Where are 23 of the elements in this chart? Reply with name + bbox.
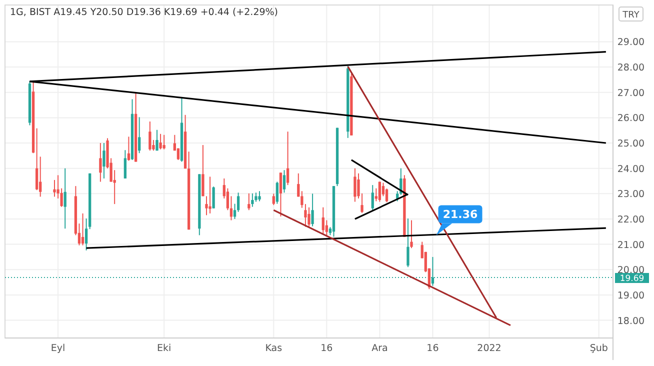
y-axis-title: TRY xyxy=(622,10,640,20)
y-tick-label: 18.00 xyxy=(617,316,645,327)
y-tick-label: 21.00 xyxy=(617,240,645,251)
annotation: 21.36 xyxy=(442,208,478,222)
x-tick-label: Şub xyxy=(590,343,608,354)
y-tick-label: 25.00 xyxy=(617,138,645,150)
x-tick-label: Eki xyxy=(156,343,172,354)
y-tick-label: 26.00 xyxy=(617,113,645,124)
x-tick-label: 16 xyxy=(320,343,333,354)
ref-line-label: 19.69 xyxy=(620,274,644,284)
y-tick-label: 24.00 xyxy=(617,164,645,175)
y-tick-label: 28.00 xyxy=(617,62,645,74)
y-tick-label: 29.00 xyxy=(617,37,645,48)
x-tick-label: Kas xyxy=(265,343,282,354)
x-tick-label: 16 xyxy=(426,343,439,354)
chart-title: 1G, BIST A19.45 Y20.50 D19.36 K19.69 +0.44 (+2.29%) xyxy=(10,7,278,18)
y-tick-label: 27.00 xyxy=(617,88,645,99)
y-tick-label: 19.00 xyxy=(617,290,645,302)
y-tick-label: 22.00 xyxy=(617,214,645,226)
y-tick-label: 23.00 xyxy=(617,189,645,200)
x-tick-label: 2022 xyxy=(477,343,502,354)
x-tick-label: Eyl xyxy=(50,343,66,354)
x-tick-label: Ara xyxy=(372,343,388,354)
